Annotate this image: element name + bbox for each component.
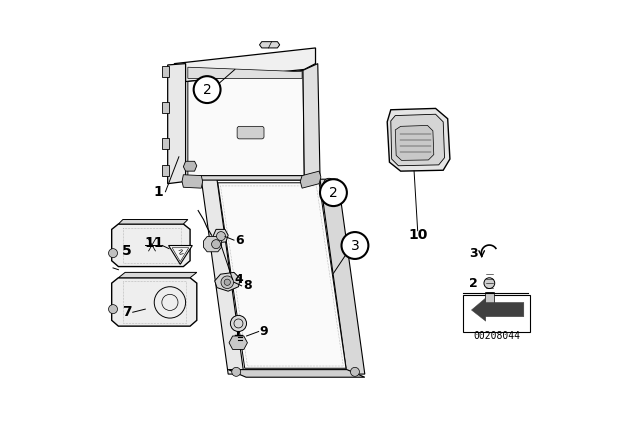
Polygon shape: [174, 48, 316, 82]
Text: 2: 2: [329, 185, 338, 200]
Circle shape: [324, 178, 334, 189]
Polygon shape: [303, 64, 320, 180]
Circle shape: [320, 179, 347, 206]
Polygon shape: [391, 114, 445, 166]
Polygon shape: [472, 298, 524, 321]
Polygon shape: [118, 220, 188, 224]
Polygon shape: [320, 179, 365, 374]
Text: 10: 10: [408, 228, 428, 242]
Polygon shape: [118, 272, 197, 278]
Circle shape: [342, 232, 369, 259]
Polygon shape: [218, 183, 346, 368]
Circle shape: [484, 278, 495, 289]
FancyBboxPatch shape: [237, 126, 264, 139]
Polygon shape: [168, 246, 192, 264]
Text: 5: 5: [122, 244, 131, 258]
Text: 1: 1: [154, 185, 164, 199]
Polygon shape: [163, 102, 168, 113]
Circle shape: [221, 276, 234, 289]
Text: 2: 2: [469, 276, 477, 290]
FancyBboxPatch shape: [463, 295, 530, 332]
Polygon shape: [186, 176, 320, 180]
Circle shape: [230, 315, 246, 332]
Polygon shape: [188, 67, 302, 78]
Circle shape: [351, 367, 360, 376]
Polygon shape: [163, 165, 168, 176]
Polygon shape: [215, 272, 240, 291]
Text: 4: 4: [234, 273, 243, 286]
Polygon shape: [204, 237, 221, 252]
Polygon shape: [228, 370, 365, 377]
Text: 11: 11: [145, 236, 164, 250]
Text: 8: 8: [243, 279, 252, 293]
Text: 3: 3: [469, 246, 477, 260]
Polygon shape: [168, 64, 186, 184]
Polygon shape: [188, 70, 305, 180]
Polygon shape: [212, 229, 228, 243]
Circle shape: [194, 76, 221, 103]
Polygon shape: [184, 161, 197, 171]
Text: 2: 2: [203, 82, 211, 97]
Polygon shape: [182, 175, 203, 188]
Circle shape: [216, 232, 225, 241]
Polygon shape: [229, 336, 248, 349]
Polygon shape: [387, 108, 450, 171]
Polygon shape: [300, 171, 321, 188]
Circle shape: [224, 279, 230, 285]
Polygon shape: [163, 138, 168, 149]
Text: 3: 3: [351, 238, 359, 253]
Polygon shape: [112, 278, 197, 326]
Text: ☡: ☡: [177, 250, 183, 256]
Circle shape: [109, 249, 118, 258]
Text: 7: 7: [122, 305, 131, 319]
Circle shape: [232, 367, 241, 376]
Polygon shape: [112, 224, 190, 267]
Circle shape: [109, 305, 118, 314]
Polygon shape: [202, 179, 244, 374]
Polygon shape: [485, 292, 494, 303]
Text: 6: 6: [235, 233, 244, 247]
Polygon shape: [260, 42, 280, 48]
Circle shape: [212, 240, 221, 249]
Polygon shape: [163, 66, 168, 77]
Text: 9: 9: [260, 325, 268, 338]
Text: 00208044: 00208044: [474, 331, 520, 341]
Polygon shape: [396, 125, 434, 160]
